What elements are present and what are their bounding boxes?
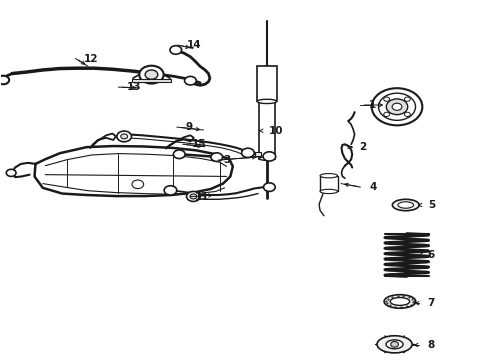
Text: 8: 8: [428, 340, 435, 350]
FancyBboxPatch shape: [259, 102, 275, 158]
Circle shape: [117, 131, 131, 142]
Circle shape: [164, 186, 177, 195]
Circle shape: [187, 192, 200, 202]
Circle shape: [145, 70, 158, 79]
Circle shape: [170, 46, 182, 54]
Circle shape: [121, 134, 127, 139]
Circle shape: [392, 103, 402, 111]
Circle shape: [173, 150, 185, 158]
Circle shape: [404, 112, 410, 117]
FancyBboxPatch shape: [257, 66, 277, 102]
Circle shape: [185, 76, 196, 85]
Circle shape: [391, 342, 398, 347]
Text: 1: 1: [369, 100, 376, 110]
Circle shape: [0, 76, 9, 84]
Circle shape: [263, 152, 276, 161]
FancyBboxPatch shape: [255, 152, 261, 156]
Ellipse shape: [386, 340, 403, 349]
Ellipse shape: [398, 202, 414, 208]
Circle shape: [190, 194, 197, 199]
Circle shape: [211, 153, 222, 161]
FancyBboxPatch shape: [132, 79, 171, 82]
Circle shape: [139, 66, 164, 84]
Circle shape: [386, 99, 408, 114]
Ellipse shape: [320, 189, 338, 194]
Circle shape: [132, 180, 144, 189]
Text: 15: 15: [192, 139, 206, 149]
Circle shape: [384, 112, 390, 117]
Text: 10: 10: [269, 126, 283, 136]
Text: 5: 5: [428, 200, 435, 210]
Circle shape: [404, 97, 410, 101]
Ellipse shape: [384, 295, 416, 308]
Circle shape: [372, 88, 422, 125]
Ellipse shape: [259, 157, 275, 160]
Text: 3: 3: [223, 156, 230, 165]
Ellipse shape: [377, 336, 412, 353]
Text: 11: 11: [196, 192, 210, 202]
FancyBboxPatch shape: [320, 176, 338, 192]
Text: 14: 14: [187, 40, 201, 50]
Circle shape: [242, 148, 254, 157]
Circle shape: [378, 93, 416, 120]
Text: 13: 13: [127, 82, 142, 92]
Text: 2: 2: [360, 142, 367, 152]
Ellipse shape: [390, 297, 410, 305]
Ellipse shape: [320, 174, 338, 178]
Text: 6: 6: [428, 250, 435, 260]
Text: 9: 9: [186, 122, 193, 132]
Ellipse shape: [392, 199, 419, 211]
Ellipse shape: [257, 99, 277, 104]
Circle shape: [6, 169, 16, 176]
Text: 12: 12: [84, 54, 98, 64]
Circle shape: [384, 97, 390, 101]
Text: 7: 7: [428, 298, 435, 308]
Text: 4: 4: [369, 182, 377, 192]
Circle shape: [264, 183, 275, 192]
